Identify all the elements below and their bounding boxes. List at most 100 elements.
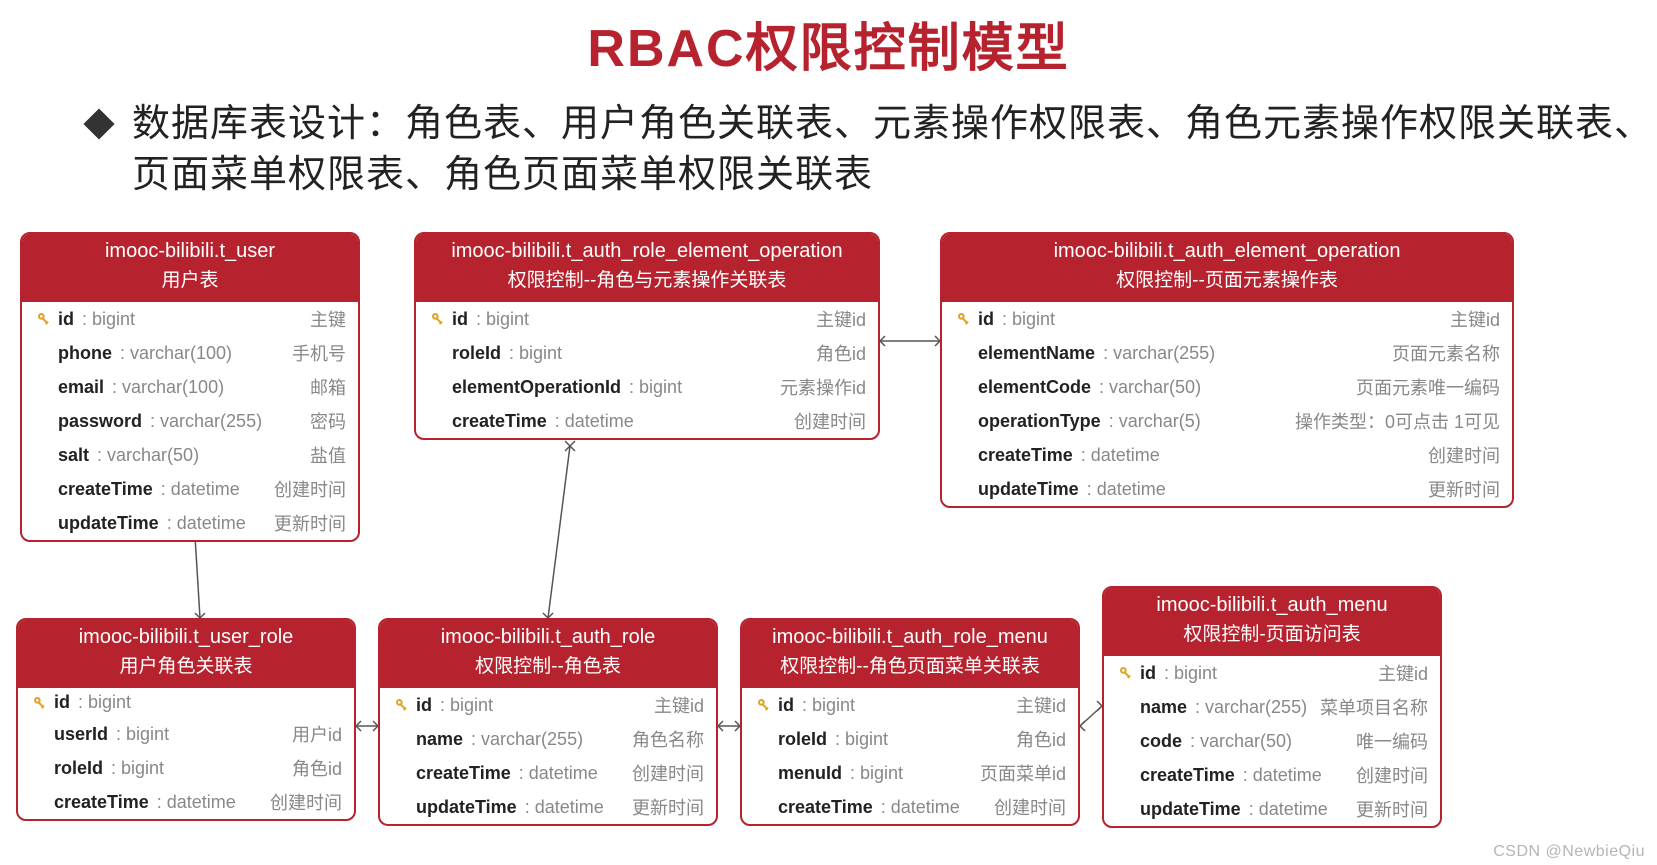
row-left: id : bigint	[394, 695, 493, 716]
edge-t_auth_role-t_auth_role_element_operation	[548, 446, 570, 618]
field-note: 页面元素唯一编码	[1356, 374, 1500, 400]
primary-key-icon	[956, 311, 972, 327]
table-row: elementCode: varchar(50)页面元素唯一编码	[942, 370, 1512, 404]
table-header: imooc-bilibili.t_auth_role_menu权限控制--角色页…	[742, 620, 1078, 688]
field-type: : varchar(50)	[1099, 377, 1201, 398]
field-note: 主键id	[654, 692, 704, 718]
table-row: createTime : datetime 创建时间	[22, 472, 358, 506]
field-note: 菜单项目名称	[1320, 694, 1428, 720]
table-t_auth_role_element_operation: imooc-bilibili.t_auth_role_element_opera…	[414, 232, 880, 440]
row-left: updateTime: datetime	[956, 479, 1166, 500]
field-type: : datetime	[555, 411, 634, 432]
row-left: phone: varchar(100)	[36, 343, 232, 364]
field-note: 更新时间	[632, 794, 704, 820]
row-left: updateTime: datetime	[1118, 799, 1328, 820]
row-left: userId: bigint	[32, 724, 169, 745]
field-type: : varchar(255)	[471, 729, 583, 750]
row-left: roleId : bigint	[430, 343, 562, 364]
table-row: id: bigint主键id	[742, 688, 1078, 722]
table-header: imooc-bilibili.t_user_role用户角色关联表	[18, 620, 354, 688]
table-row: menuId: bigint页面菜单id	[742, 756, 1078, 790]
field-type: : varchar(255)	[1103, 343, 1215, 364]
field-type: : bigint	[440, 695, 493, 716]
table-header: imooc-bilibili.t_auth_element_operation权…	[942, 234, 1512, 302]
row-left: createTime: datetime	[1118, 765, 1322, 786]
table-t_auth_menu: imooc-bilibili.t_auth_menu权限控制-页面访问表 id:…	[1102, 586, 1442, 828]
field-type: : varchar(5)	[1109, 411, 1201, 432]
primary-key-icon	[32, 695, 48, 711]
field-type: : varchar(255)	[1195, 697, 1307, 718]
field-type: : varchar(255)	[150, 411, 262, 432]
field-note: 角色id	[1016, 726, 1066, 752]
field-type: : bigint	[476, 309, 529, 330]
table-row: createTime: datetime创建时间	[942, 438, 1512, 472]
field-name: userId	[54, 724, 108, 745]
row-left: createTime: datetime	[32, 792, 236, 813]
table-t_user: imooc-bilibili.t_user用户表 id: bigint主键pho…	[20, 232, 360, 542]
row-left: createTime : datetime	[36, 479, 240, 500]
field-name: roleId	[452, 343, 501, 364]
field-note: 页面元素名称	[1392, 340, 1500, 366]
row-left: email: varchar(100)	[36, 377, 224, 398]
field-type: : bigint	[111, 758, 164, 779]
watermark: CSDN @NewbieQiu	[1493, 843, 1645, 861]
field-note: 主键id	[816, 306, 866, 332]
table-header: imooc-bilibili.t_user用户表	[22, 234, 358, 302]
field-name: id	[54, 692, 70, 713]
field-note: 创建时间	[274, 476, 346, 502]
field-name: elementOperationId	[452, 377, 621, 398]
table-header: imooc-bilibili.t_auth_menu权限控制-页面访问表	[1104, 588, 1440, 656]
field-type: : varchar(50)	[97, 445, 199, 466]
field-type: : datetime	[1081, 445, 1160, 466]
field-note: 元素操作id	[780, 374, 866, 400]
field-type: : bigint	[1002, 309, 1055, 330]
row-left: createTime: datetime	[430, 411, 634, 432]
edge-t_user-t_user_role	[195, 536, 200, 618]
table-subtitle: 权限控制--页面元素操作表	[950, 265, 1504, 292]
table-row: createTime: datetime创建时间	[742, 790, 1078, 824]
table-body: id: bigintuserId: bigint用户idroleId: bigi…	[18, 688, 354, 819]
table-row: email: varchar(100) 邮箱	[22, 370, 358, 404]
field-type: : varchar(50)	[1190, 731, 1292, 752]
table-row: id : bigint	[18, 688, 354, 717]
field-name: code	[1140, 731, 1182, 752]
row-left: elementOperationId: bigint	[430, 377, 682, 398]
table-row: name: varchar(255)菜单项目名称	[1104, 690, 1440, 724]
field-type: : bigint	[509, 343, 562, 364]
field-note: 创建时间	[1428, 442, 1500, 468]
field-type: : datetime	[525, 797, 604, 818]
row-left: id: bigint	[756, 695, 855, 716]
field-note: 唯一编码	[1356, 728, 1428, 754]
table-subtitle: 权限控制--角色表	[388, 651, 708, 678]
field-name: password	[58, 411, 142, 432]
table-header: imooc-bilibili.t_auth_role_element_opera…	[416, 234, 878, 302]
field-name: salt	[58, 445, 89, 466]
field-name: elementName	[978, 343, 1095, 364]
table-row: id : bigint 主键id	[380, 688, 716, 722]
table-row: updateTime: datetime更新时间	[1104, 792, 1440, 826]
table-row: operationType : varchar(5) 操作类型：0可点击 1可见	[942, 404, 1512, 438]
field-type: : datetime	[519, 763, 598, 784]
field-note: 操作类型：0可点击 1可见	[1295, 408, 1500, 434]
field-note: 页面菜单id	[980, 760, 1066, 786]
primary-key-icon	[36, 311, 52, 327]
field-type: : datetime	[881, 797, 960, 818]
field-note: 角色id	[292, 755, 342, 781]
row-left: id: bigint	[956, 309, 1055, 330]
row-left: salt : varchar(50)	[36, 445, 199, 466]
table-title: imooc-bilibili.t_auth_role_menu	[750, 626, 1070, 649]
field-name: id	[416, 695, 432, 716]
field-name: email	[58, 377, 104, 398]
field-type: : datetime	[161, 479, 240, 500]
field-name: createTime	[778, 797, 873, 818]
table-subtitle: 用户表	[30, 265, 350, 292]
field-name: createTime	[58, 479, 153, 500]
row-left: roleId: bigint	[32, 758, 164, 779]
field-type: : bigint	[78, 692, 131, 713]
table-title: imooc-bilibili.t_user_role	[26, 626, 346, 649]
field-name: operationType	[978, 411, 1101, 432]
field-note: 盐值	[310, 442, 346, 468]
field-note: 用户id	[292, 721, 342, 747]
table-title: imooc-bilibili.t_auth_element_operation	[950, 240, 1504, 263]
field-note: 邮箱	[310, 374, 346, 400]
